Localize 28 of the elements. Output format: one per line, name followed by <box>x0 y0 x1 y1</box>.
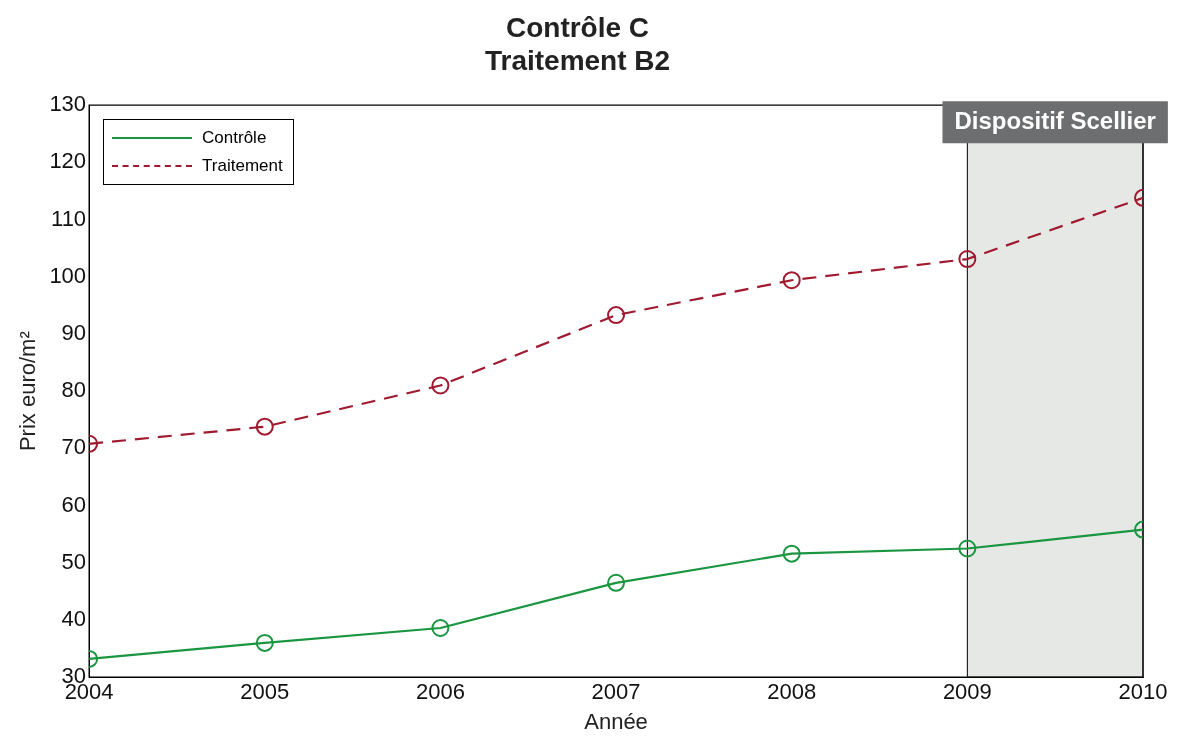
band-label: Dispositif Scellier <box>954 106 1156 134</box>
x-tick-label: 2006 <box>415 679 465 705</box>
y-tick-label: 40 <box>61 606 87 632</box>
y-tick-label: 120 <box>49 148 87 174</box>
point <box>782 544 801 563</box>
x-tick-label: 2010 <box>1118 679 1168 705</box>
point <box>431 376 450 395</box>
y-tick-label: 110 <box>51 205 87 231</box>
chart-title: Contrôle C Traitement B2 <box>484 11 671 77</box>
y-tick-label: 130 <box>49 91 87 117</box>
x-tick-label: 2005 <box>240 679 290 705</box>
point <box>607 306 626 325</box>
point <box>782 271 801 290</box>
legend-label: Traitement <box>202 156 283 177</box>
y-tick-label: 60 <box>61 491 87 517</box>
y-tick-label: 90 <box>61 320 87 346</box>
y-tick-label: 100 <box>49 262 87 288</box>
point <box>607 573 626 592</box>
y-tick-label: 80 <box>61 377 87 403</box>
point <box>431 619 450 638</box>
y-tick-label: 50 <box>61 548 87 574</box>
x-tick-label: 2007 <box>591 679 641 705</box>
x-tick-label: 2009 <box>942 679 992 705</box>
y-axis-title: Prix euro/m² <box>15 331 41 452</box>
legend-label: Contrôle <box>202 128 267 149</box>
y-tick-label: 70 <box>61 434 87 460</box>
x-tick-label: 2008 <box>767 679 817 705</box>
x-axis-title: Année <box>584 708 648 734</box>
